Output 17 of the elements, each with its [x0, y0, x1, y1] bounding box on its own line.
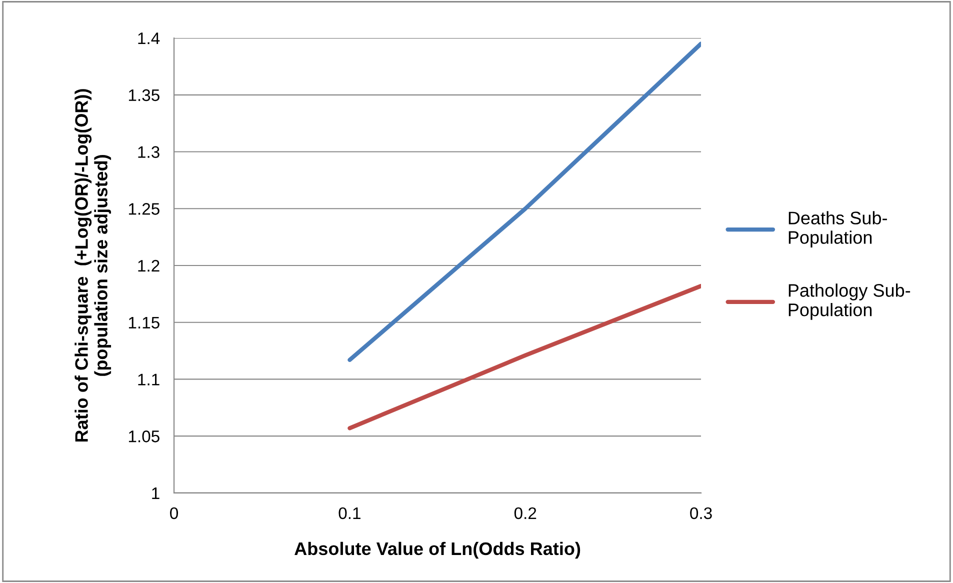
- y-tick-label: 1.05: [128, 430, 160, 442]
- legend-label: Pathology Sub- Population: [788, 284, 910, 320]
- y-tick-label: 1.2: [138, 260, 160, 272]
- x-tick-label: 0.1: [338, 507, 360, 520]
- y-tick-label: 1.35: [128, 89, 160, 102]
- y-tick-label: 1.15: [128, 316, 160, 329]
- y-tick-label: 1.25: [128, 203, 160, 215]
- x-tick-label: 0: [170, 507, 178, 520]
- y-axis-title: Ratio of Chi-square (+Log(OR)/-Log(OR)) (population size adjusted): [74, 89, 112, 442]
- x-tick-label: 0.2: [514, 507, 536, 520]
- legend-label: Deaths Sub- Population: [788, 211, 887, 248]
- y-tick-label: 1: [152, 488, 160, 500]
- x-tick-label: 0.3: [690, 507, 712, 520]
- y-tick-label: 1.4: [138, 32, 160, 44]
- y-tick-label: 1.1: [138, 374, 160, 386]
- y-tick-label: 1.3: [138, 146, 160, 158]
- x-axis-title: Absolute Value of Ln(Odds Ratio): [294, 542, 580, 559]
